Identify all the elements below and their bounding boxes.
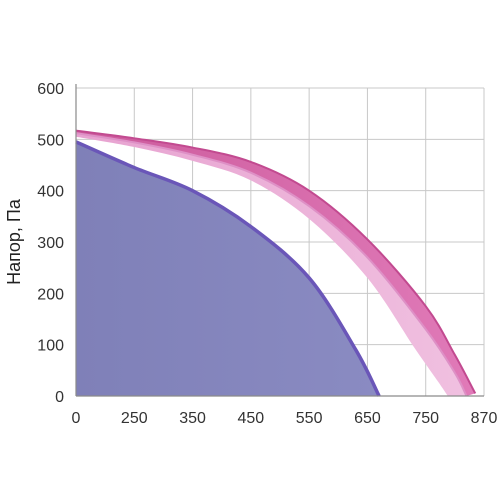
curve-band — [76, 130, 476, 397]
x-tick-label: 650 — [354, 410, 381, 427]
curve-band — [76, 133, 467, 397]
y-tick-label: 200 — [37, 286, 64, 303]
y-axis-title: Напор, Па — [4, 198, 24, 285]
axes: 0 100 200 300 400 500 600 0 250 350 450 550 650 750 87… — [37, 81, 497, 427]
x-tick-label: 870 — [471, 410, 498, 427]
x-tick-label: 250 — [121, 410, 148, 427]
y-tick-label: 500 — [37, 132, 64, 149]
y-tick-label: 300 — [37, 235, 64, 252]
curve-line — [75, 132, 468, 397]
x-tick-label: 450 — [238, 410, 265, 427]
y-tick-label: 100 — [37, 338, 64, 355]
y-tick-label: 400 — [37, 184, 64, 201]
y-tick-label: 600 — [37, 81, 64, 98]
x-tick-label: 0 — [72, 410, 81, 427]
curve-areas — [75, 129, 477, 397]
curve-line — [75, 140, 381, 397]
curve-band — [76, 141, 380, 396]
x-tick-label: 350 — [179, 410, 206, 427]
x-tick-label: 550 — [296, 410, 323, 427]
x-tick-label: 750 — [412, 410, 439, 427]
curve-line — [75, 129, 477, 394]
y-tick-label: 0 — [55, 389, 64, 406]
